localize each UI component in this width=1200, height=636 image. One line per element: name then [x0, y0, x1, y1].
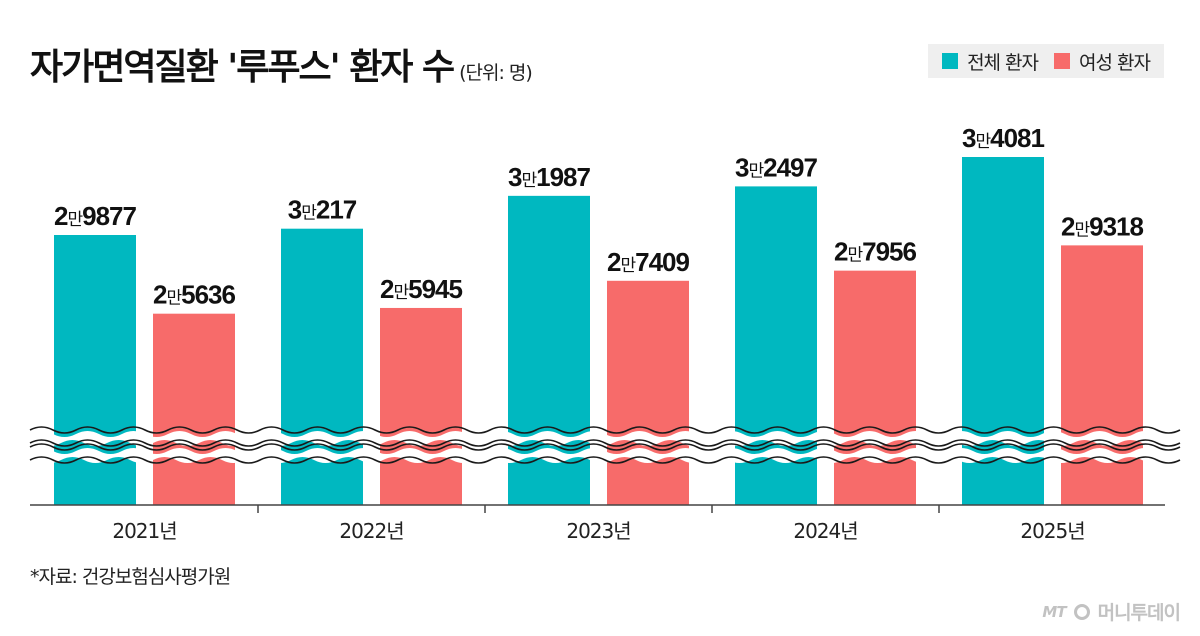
data-label-female-4: 2만7956: [834, 237, 916, 267]
legend-item-total: 전체 환자: [942, 48, 1039, 75]
legend: 전체 환자 여성 환자: [928, 44, 1164, 78]
legend-item-female: 여성 환자: [1054, 48, 1151, 75]
data-label-total-5: 3만4081: [962, 123, 1044, 153]
data-label-female-3: 2만7409: [607, 247, 689, 277]
axis-break-line-4: [29, 456, 1181, 464]
logo-mt: MT: [1042, 602, 1066, 621]
bar-female-4: [834, 270, 916, 505]
logo-text: 머니투데이: [1097, 602, 1181, 624]
axis-break: [15, 426, 1181, 464]
data-label-total-4: 3만2497: [735, 152, 817, 182]
data-label-female-5: 2만9318: [1061, 211, 1143, 241]
unit-label: (단위: 명): [459, 62, 533, 84]
legend-swatch-total: [942, 53, 959, 69]
data-label-total-3: 3만1987: [508, 162, 590, 192]
bar-female-3: [607, 280, 689, 505]
chart-title-text: 자가면역질환 '루푸스' 환자 수: [30, 47, 455, 88]
x-tick-label-1: 2021년: [112, 519, 176, 543]
legend-label-total: 전체 환자: [967, 51, 1039, 74]
axis-break-line-3: [29, 443, 1181, 451]
logo-circle-icon: [1073, 603, 1090, 620]
x-tick-label-5: 2025년: [1020, 519, 1084, 543]
data-label-female-1: 2만5636: [153, 280, 235, 310]
bar-chart: 2021년 2022년 2023년 2024년 2025년 2만9877 3만217 3만19…: [15, 123, 1181, 543]
legend-swatch-female: [1054, 53, 1071, 69]
x-tick-label-2: 2022년: [339, 519, 403, 543]
axis-break-band-1: [15, 431, 1180, 446]
bar-female-2: [380, 307, 462, 505]
legend-label-female: 여성 환자: [1079, 51, 1151, 74]
bar-female-5: [1061, 245, 1143, 505]
bar-female-1: [153, 313, 235, 505]
publisher-logo: MT 머니투데이: [1042, 598, 1181, 625]
source-note: *자료: 건강보험심사평가원: [30, 566, 231, 588]
data-label-female-2: 2만5945: [380, 274, 462, 304]
data-label-total-1: 2만9877: [54, 201, 136, 231]
x-tick-label-4: 2024년: [793, 519, 857, 543]
bar-total-5: [962, 157, 1044, 505]
chart-title: 자가면역질환 '루푸스' 환자 수 (단위: 명): [30, 38, 533, 90]
axis-break-line-2: [29, 439, 1181, 447]
axis-break-line-1: [29, 426, 1181, 434]
x-tick-label-3: 2023년: [566, 519, 630, 543]
data-label-total-2: 3만217: [288, 195, 357, 225]
axis-break-band-2: [15, 448, 1180, 463]
bar-total-1: [54, 235, 136, 505]
